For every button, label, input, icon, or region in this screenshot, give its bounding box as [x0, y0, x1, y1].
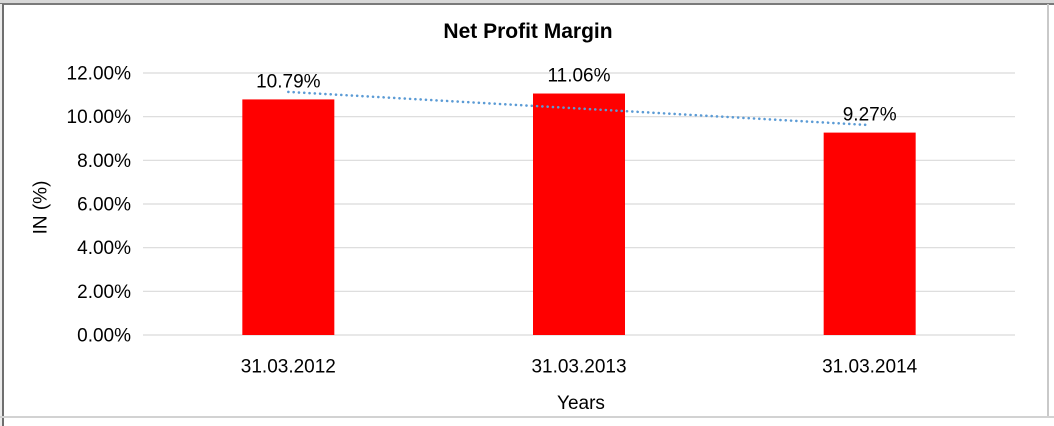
y-tick-label: 0.00% — [77, 326, 131, 347]
bar — [242, 99, 335, 335]
bar-data-label: 9.27% — [843, 105, 897, 126]
y-tick-label: 4.00% — [77, 238, 131, 259]
frame-top-line — [0, 3, 1054, 5]
x-axis-title: Years — [557, 393, 605, 414]
x-tick-label: 31.03.2012 — [241, 357, 336, 378]
y-tick-label: 8.00% — [77, 151, 131, 172]
bar-data-label: 10.79% — [256, 71, 321, 92]
chart-title: Net Profit Margin — [443, 20, 613, 43]
bar-data-label: 11.06% — [547, 66, 610, 87]
frame-left-band — [0, 4, 2, 426]
y-tick-label: 12.00% — [67, 64, 132, 85]
trendline — [287, 90, 871, 127]
x-tick-label: 31.03.2014 — [822, 357, 918, 378]
y-tick-label: 2.00% — [77, 282, 131, 303]
frame-left-line — [2, 4, 4, 426]
frame-right-line — [1047, 4, 1049, 418]
y-tick-label: 10.00% — [67, 107, 132, 128]
bar — [823, 132, 916, 335]
x-tick-label: 31.03.2013 — [531, 357, 626, 378]
frame-top-band — [0, 0, 1054, 3]
y-tick-label: 6.00% — [77, 195, 131, 216]
bar — [533, 93, 625, 335]
frame-bottom-line — [0, 416, 1054, 418]
